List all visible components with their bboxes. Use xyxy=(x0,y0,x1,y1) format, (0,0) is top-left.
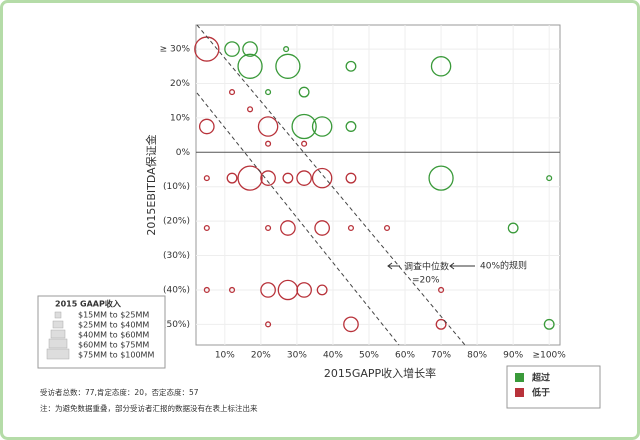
bubble xyxy=(345,121,357,132)
bubble xyxy=(247,106,254,113)
bubble xyxy=(543,318,555,330)
x-axis-title: 2015GAPP收入增长率 xyxy=(324,366,436,380)
bubble xyxy=(224,41,240,57)
x-tick-label: 60% xyxy=(395,351,415,361)
size-legend-title: 2015 GAAP收入 xyxy=(55,299,121,309)
bubble xyxy=(265,321,272,328)
y-tick-label: (50%) xyxy=(163,320,190,330)
bubble xyxy=(260,170,276,186)
x-tick-label: 40% xyxy=(323,351,343,361)
y-tick-label: (20%) xyxy=(163,217,190,227)
bubble xyxy=(311,167,333,189)
bubble xyxy=(203,224,210,232)
bubble xyxy=(265,89,272,96)
legend-swatch xyxy=(515,388,524,397)
x-tick-label: 20% xyxy=(251,351,271,361)
bubble xyxy=(228,89,236,96)
bubble xyxy=(260,282,276,298)
bubble xyxy=(301,140,308,147)
legend-box xyxy=(506,365,601,409)
x-tick-label: 80% xyxy=(467,351,487,361)
bubble xyxy=(242,41,258,57)
bubble xyxy=(237,53,263,79)
bubble xyxy=(226,172,238,184)
annotation: 40%的规则 xyxy=(480,260,527,272)
y-tick-label: (10%) xyxy=(163,182,190,192)
x-tick-label: 30% xyxy=(287,351,307,361)
legend-label: 超过 xyxy=(531,372,550,384)
bubble xyxy=(428,165,454,191)
bubble xyxy=(546,175,553,182)
y-tick-label: 0% xyxy=(176,148,191,158)
bubble xyxy=(311,116,333,137)
bubble xyxy=(314,220,330,236)
bubble xyxy=(228,286,236,293)
bubble xyxy=(282,172,294,184)
bubble xyxy=(265,224,272,232)
bubble xyxy=(275,53,301,79)
legend-label: 低于 xyxy=(531,387,550,399)
note: 注：为避免数据重叠，部分受访者汇报的数据没有在表上标注出来 xyxy=(40,403,258,413)
plot-area xyxy=(195,24,561,346)
bubble xyxy=(296,282,312,298)
size-legend-label: $75MM to $100MM xyxy=(78,351,154,360)
size-legend-label: $40MM to $60MM xyxy=(78,331,149,340)
bubble xyxy=(343,316,359,333)
bubble xyxy=(507,222,519,234)
bubble xyxy=(296,170,312,186)
bubble xyxy=(257,116,279,137)
size-legend-icon xyxy=(46,311,70,360)
y-tick-label: 10% xyxy=(170,113,190,123)
bubble xyxy=(203,175,210,182)
bubble xyxy=(430,56,452,77)
y-tick-label: ≥ 30% xyxy=(160,45,191,55)
bubble xyxy=(283,46,290,53)
bubble xyxy=(435,318,447,330)
x-tick-label: ≥100% xyxy=(533,351,567,361)
bubble xyxy=(265,140,272,147)
bubble xyxy=(345,60,357,72)
arrow xyxy=(387,262,400,270)
annotation: 调查中位数 xyxy=(404,261,449,273)
bubble xyxy=(383,224,391,232)
bubble xyxy=(298,86,310,98)
annotation: =20% xyxy=(412,276,440,286)
y-tick-label: (40%) xyxy=(163,285,190,295)
x-tick-label: 70% xyxy=(431,351,451,361)
bubble xyxy=(198,118,215,135)
bubble xyxy=(438,286,445,293)
x-tick-label: 90% xyxy=(503,351,523,361)
x-tick-label: 50% xyxy=(359,351,379,361)
y-tick-label: (30%) xyxy=(163,251,190,261)
bubble xyxy=(347,224,355,232)
bubble xyxy=(345,172,357,184)
bubble xyxy=(237,165,263,191)
arrow xyxy=(449,262,475,270)
size-legend-label: $60MM to $75MM xyxy=(78,341,149,350)
note: 受访者总数：77,肯定态度：20，否定态度：57 xyxy=(40,387,199,397)
bubble xyxy=(316,284,328,296)
y-axis-title: 2015EBITDA保证金 xyxy=(144,134,158,235)
x-tick-label: 10% xyxy=(215,351,235,361)
legend-swatch xyxy=(515,373,524,382)
y-tick-label: 20% xyxy=(170,79,190,89)
size-legend-label: $25MM to $40MM xyxy=(78,321,149,330)
bubble xyxy=(291,113,317,140)
bubble xyxy=(280,220,296,236)
size-legend-label: $15MM to $25MM xyxy=(78,311,149,320)
median-line xyxy=(196,92,400,346)
bubble xyxy=(203,286,210,293)
